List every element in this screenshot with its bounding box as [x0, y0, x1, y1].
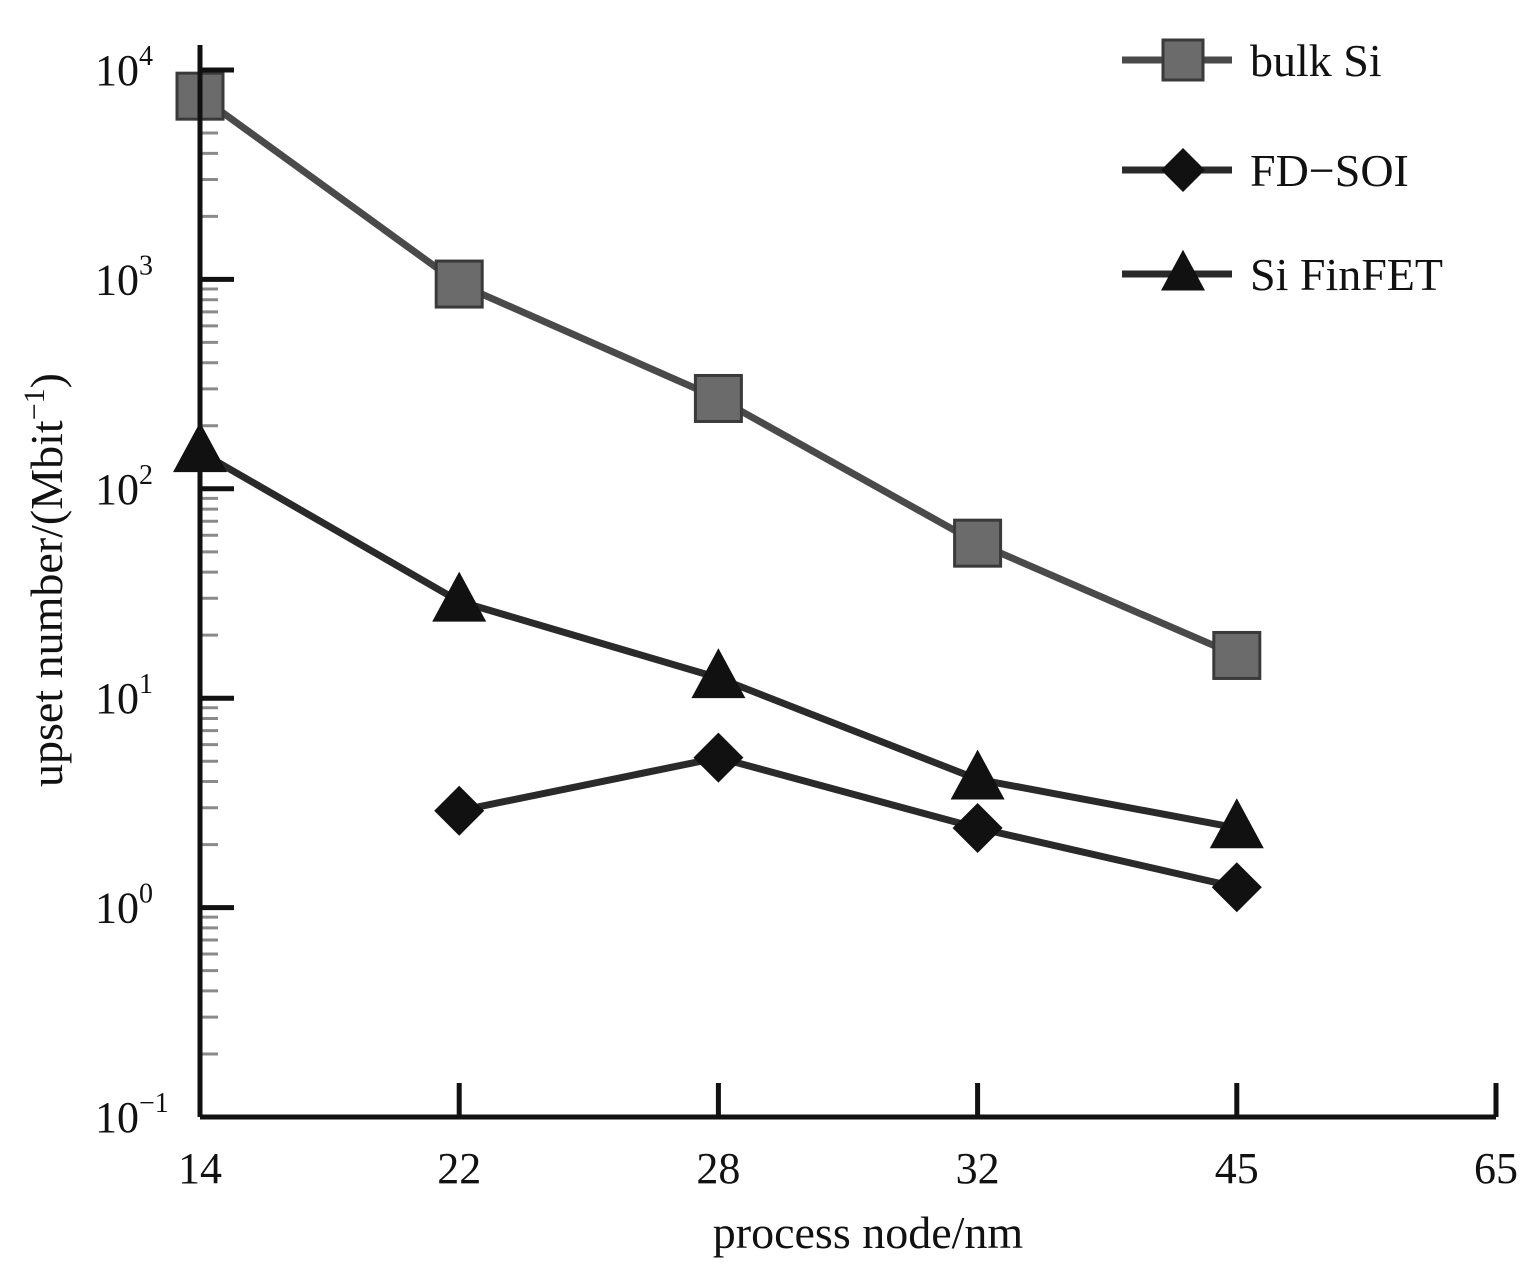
y-axis-title-sup: −1: [18, 388, 51, 420]
y-tick-base: 10: [95, 465, 139, 514]
y-axis-title-close: ): [21, 373, 72, 388]
data-point: [1212, 630, 1262, 680]
y-tick-base: 10: [95, 46, 139, 95]
data-point: [1209, 798, 1264, 849]
x-tick-label: 22: [437, 1144, 481, 1193]
y-tick-label: 10−1: [95, 1088, 169, 1142]
x-axis-ticks: 14 22 28 32 45 65: [178, 1083, 1518, 1193]
y-tick-exp: 1: [139, 669, 153, 700]
data-point: [691, 648, 746, 699]
y-tick-label: 102: [95, 460, 153, 514]
x-axis-title: process node/nm: [713, 1207, 1024, 1258]
legend-marker: [1161, 249, 1205, 291]
legend-label: FD−SOI: [1250, 145, 1409, 196]
legend: bulk Si FD−SOI Si FinFET: [1122, 35, 1443, 300]
y-axis-title-main: upset number/(Mbit: [21, 420, 72, 787]
data-point: [952, 802, 1003, 853]
legend-item: FD−SOI: [1122, 145, 1409, 196]
data-point: [432, 571, 487, 622]
data-point: [950, 749, 1005, 800]
y-axis-title: upset number/(Mbit−1): [18, 373, 72, 787]
y-tick-label: 101: [95, 669, 153, 723]
data-point: [693, 732, 744, 783]
series-layer: [173, 71, 1264, 913]
legend-item: Si FinFET: [1122, 249, 1443, 300]
y-tick-label: 103: [95, 250, 153, 304]
series-2: [173, 422, 1264, 849]
legend-marker: [1161, 148, 1205, 192]
data-point: [953, 518, 1003, 568]
x-tick-label: 28: [696, 1144, 740, 1193]
y-tick-base: 10: [95, 255, 139, 304]
data-point: [1211, 862, 1262, 913]
y-tick-exp: −1: [139, 1088, 169, 1119]
y-tick-exp: 4: [139, 41, 153, 72]
y-tick-base: 10: [95, 1093, 139, 1142]
y-tick-label: 104: [95, 41, 153, 95]
y-tick-base: 10: [95, 884, 139, 933]
series-line: [458, 754, 1238, 891]
data-point: [434, 259, 484, 309]
legend-label: Si FinFET: [1250, 249, 1443, 300]
x-tick-label: 14: [178, 1144, 222, 1193]
legend-item: bulk Si: [1122, 35, 1382, 86]
data-point: [434, 785, 485, 836]
y-tick-exp: 2: [139, 460, 153, 491]
x-tick-label: 32: [956, 1144, 1000, 1193]
series-0: [175, 71, 1262, 680]
x-tick-label: 65: [1474, 1144, 1518, 1193]
series-1: [434, 732, 1262, 913]
legend-label: bulk Si: [1250, 35, 1382, 86]
y-tick-exp: 3: [139, 250, 153, 281]
data-point: [693, 373, 743, 423]
y-tick-base: 10: [95, 674, 139, 723]
x-tick-label: 45: [1215, 1144, 1259, 1193]
legend-marker: [1161, 38, 1205, 82]
y-tick-label: 100: [95, 879, 153, 933]
y-tick-exp: 0: [139, 879, 153, 910]
